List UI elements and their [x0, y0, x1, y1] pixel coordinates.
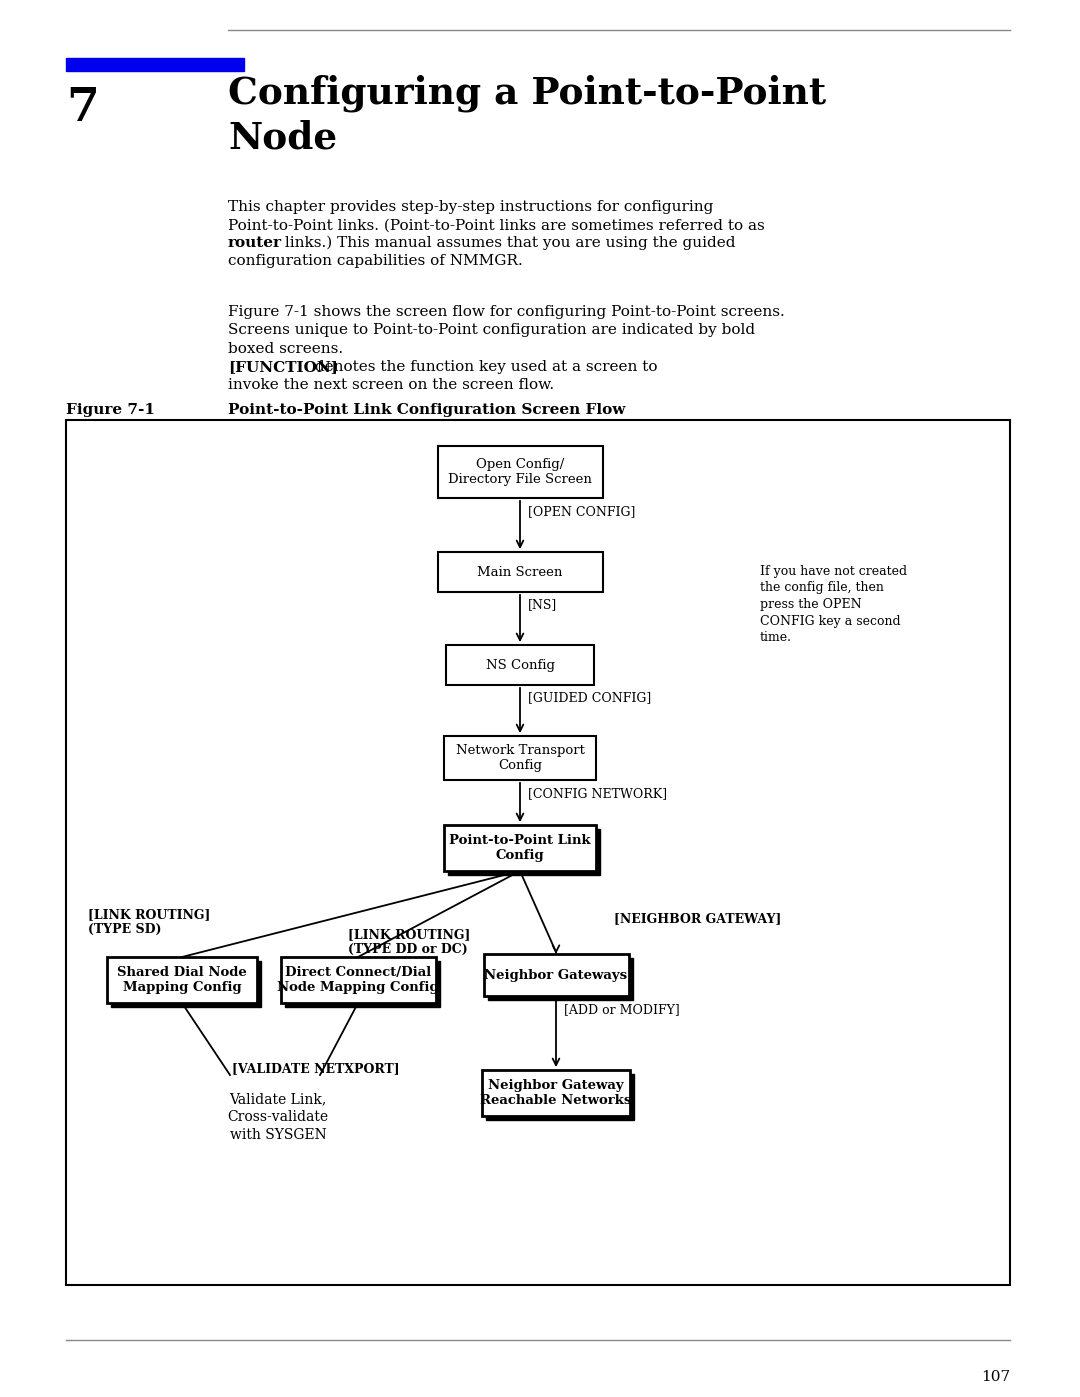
Text: [FUNCTION]: [FUNCTION] — [228, 360, 338, 374]
Text: Figure 7-1 shows the screen flow for configuring Point-to-Point screens.
Screens: Figure 7-1 shows the screen flow for con… — [228, 305, 785, 356]
Text: Main Screen: Main Screen — [477, 566, 563, 578]
Bar — [482, 1070, 630, 1116]
Text: 107: 107 — [981, 1370, 1010, 1384]
Text: Network Transport
Config: Network Transport Config — [456, 745, 584, 773]
Text: Open Config/
Directory File Screen: Open Config/ Directory File Screen — [448, 458, 592, 486]
Bar — [437, 446, 603, 497]
Text: [CONFIG NETWORK]: [CONFIG NETWORK] — [528, 788, 667, 800]
Text: Validate Link,
Cross-validate
with SYSGEN: Validate Link, Cross-validate with SYSGE… — [228, 1092, 328, 1141]
Text: Neighbor Gateway
Reachable Networks: Neighbor Gateway Reachable Networks — [481, 1078, 632, 1106]
Text: Point-to-Point Link Configuration Screen Flow: Point-to-Point Link Configuration Screen… — [228, 402, 625, 416]
Text: If you have not created
the config file, then
press the OPEN
CONFIG key a second: If you have not created the config file,… — [760, 564, 907, 644]
Text: NS Config: NS Config — [486, 658, 554, 672]
Text: Neighbor Gateways: Neighbor Gateways — [485, 968, 627, 982]
Bar — [281, 957, 435, 1003]
Text: [ADD or MODIFY]: [ADD or MODIFY] — [564, 1003, 679, 1017]
Text: [OPEN CONFIG]: [OPEN CONFIG] — [528, 506, 635, 518]
Text: [NS]: [NS] — [528, 598, 557, 612]
Text: denotes the function key used at a screen to: denotes the function key used at a scree… — [310, 360, 658, 374]
Bar — [284, 961, 440, 1007]
Bar — [66, 420, 1010, 1285]
Text: Point-to-Point Link
Config: Point-to-Point Link Config — [449, 834, 591, 862]
Text: links.) This manual assumes that you are using the guided: links.) This manual assumes that you are… — [280, 236, 735, 250]
Bar — [444, 826, 596, 870]
Bar — [484, 954, 629, 996]
Bar — [107, 957, 257, 1003]
Bar — [448, 828, 600, 875]
Bar — [111, 961, 261, 1007]
Text: 7: 7 — [66, 85, 99, 131]
Text: Figure 7-1: Figure 7-1 — [66, 402, 156, 416]
Bar — [66, 59, 244, 71]
Text: [GUIDED CONFIG]: [GUIDED CONFIG] — [528, 692, 651, 704]
Text: Direct Connect/Dial
Node Mapping Config: Direct Connect/Dial Node Mapping Config — [278, 965, 438, 995]
Bar — [437, 552, 603, 592]
Text: Configuring a Point-to-Point
Node: Configuring a Point-to-Point Node — [228, 75, 826, 156]
Text: configuration capabilities of NMMGR.: configuration capabilities of NMMGR. — [228, 254, 523, 268]
Text: This chapter provides step-by-step instructions for configuring
Point-to-Point l: This chapter provides step-by-step instr… — [228, 200, 765, 232]
Bar — [486, 1074, 634, 1120]
Text: [VALIDATE NETXPORT]: [VALIDATE NETXPORT] — [232, 1062, 400, 1076]
Text: [NEIGHBOR GATEWAY]: [NEIGHBOR GATEWAY] — [615, 912, 781, 925]
Bar — [487, 958, 633, 1000]
Text: router: router — [228, 236, 282, 250]
Text: [LINK ROUTING]
(TYPE DD or DC): [LINK ROUTING] (TYPE DD or DC) — [348, 928, 471, 956]
Text: Shared Dial Node
Mapping Config: Shared Dial Node Mapping Config — [117, 965, 247, 995]
Bar — [444, 736, 596, 780]
Bar — [446, 645, 594, 685]
Text: invoke the next screen on the screen flow.: invoke the next screen on the screen flo… — [228, 379, 554, 393]
Text: [LINK ROUTING]
(TYPE SD): [LINK ROUTING] (TYPE SD) — [87, 908, 211, 936]
